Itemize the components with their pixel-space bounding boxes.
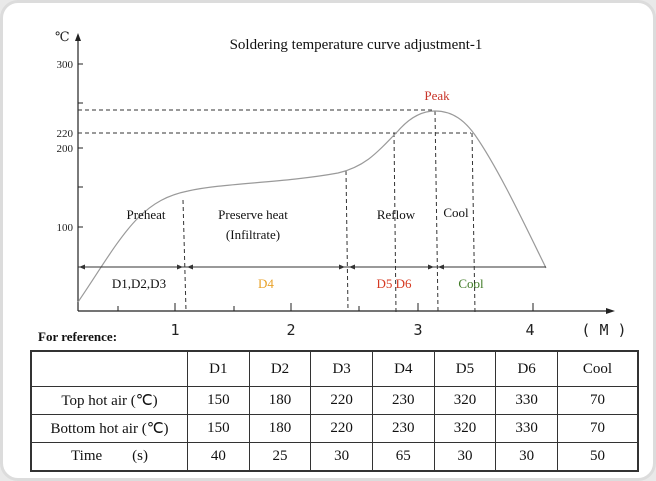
table-cell: 330 <box>495 386 558 415</box>
table-header-cell: D1 <box>187 350 250 387</box>
zone-d1-d3: D1,D2,D3 <box>112 276 166 291</box>
phase-reflow: Reflow <box>377 207 416 222</box>
y-axis-arrow-icon <box>75 33 81 41</box>
y-unit: ℃ <box>55 29 70 44</box>
table-cell: 230 <box>371 414 435 443</box>
reference-table: D1 D2 D3 D4 D5 D6 Cool Top hot air (℃) 1… <box>30 350 639 472</box>
table-cell: 180 <box>248 386 312 415</box>
table-row: Time (s) 40 25 30 65 30 30 50 <box>30 442 639 472</box>
zone-cool: Cool <box>458 276 484 291</box>
table-header-cell: D5 <box>433 350 497 387</box>
x-tick-label: 4 <box>525 321 534 339</box>
guide-lines <box>78 109 476 314</box>
table-cell: 25 <box>248 442 312 472</box>
table-header-row: D1 D2 D3 D4 D5 D6 Cool <box>30 350 639 387</box>
table-header-cell: D2 <box>248 350 312 387</box>
y-tick-label: 300 <box>57 59 74 71</box>
zone-d5-d6: D5 D6 <box>376 276 412 291</box>
diagram-title: Soldering temperature curve adjustment-1 <box>230 37 483 53</box>
table-cell: 30 <box>433 442 497 472</box>
table-cell: 150 <box>187 414 250 443</box>
table-cell: 320 <box>433 386 497 415</box>
table-header-cell: D4 <box>371 350 435 387</box>
phase-preheat: Preheat <box>127 207 166 222</box>
table-cell <box>30 350 188 387</box>
table-row: Top hot air (℃) 150 180 220 230 320 330 … <box>30 386 639 415</box>
zone-arrow-icons <box>79 264 444 270</box>
table-cell: 180 <box>248 414 312 443</box>
x-unit: ( M ) <box>581 321 626 339</box>
table-header-cell: D6 <box>495 350 558 387</box>
table-cell: 220 <box>310 386 373 415</box>
y-tick-label: 200 <box>57 143 74 155</box>
table-cell: 220 <box>310 414 373 443</box>
zone-d4: D4 <box>258 276 274 291</box>
table-cell: 40 <box>187 442 250 472</box>
table-cell: 320 <box>433 414 497 443</box>
table-cell: 30 <box>310 442 373 472</box>
table-cell: 230 <box>371 386 435 415</box>
table-cell: 30 <box>495 442 558 472</box>
table-cell: 330 <box>495 414 558 443</box>
phase-cool: Cool <box>443 205 469 220</box>
y-tick-label: 220 <box>57 128 74 140</box>
peak-label: Peak <box>424 88 450 103</box>
table-cell: 65 <box>371 442 435 472</box>
temperature-curve-diagram: Soldering temperature curve adjustment-1… <box>55 29 627 339</box>
x-axis-arrow-icon <box>606 308 615 314</box>
row-label: Time (s) <box>30 442 188 472</box>
row-label: Top hot air (℃) <box>30 386 188 415</box>
table-cell: 70 <box>556 414 639 443</box>
table-row: Bottom hot air (℃) 150 180 220 230 320 3… <box>30 414 639 443</box>
table-header-cell: Cool <box>556 350 639 387</box>
temperature-curve <box>77 110 547 303</box>
x-tick-label: 2 <box>286 321 295 339</box>
table-cell: 150 <box>187 386 250 415</box>
table-cell: 50 <box>556 442 639 472</box>
y-tick-label: 100 <box>57 222 74 234</box>
table-cell: 70 <box>556 386 639 415</box>
table-header-cell: D3 <box>310 350 373 387</box>
x-tick-label: 1 <box>170 321 179 339</box>
phase-infiltrate: (Infiltrate) <box>226 227 280 242</box>
row-label: Bottom hot air (℃) <box>30 414 188 443</box>
phase-preserve-heat: Preserve heat <box>218 207 288 222</box>
reference-label: For reference: <box>38 329 118 344</box>
x-tick-label: 3 <box>413 321 422 339</box>
